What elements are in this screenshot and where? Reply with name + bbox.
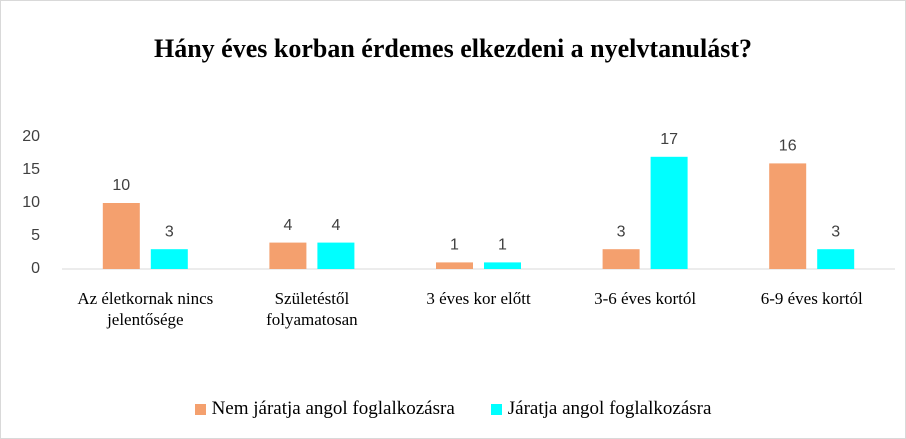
- data-label: 3: [617, 223, 626, 240]
- y-tick-label: 10: [22, 194, 40, 211]
- y-tick-label: 0: [31, 260, 40, 277]
- y-tick-label: 15: [22, 161, 40, 178]
- legend: Nem járatja angol foglalkozásra Járatja a…: [0, 398, 906, 420]
- legend-label: Nem járatja angol foglalkozásra: [211, 398, 455, 419]
- data-label: 1: [450, 237, 459, 254]
- data-label: 16: [779, 138, 797, 155]
- bar: [102, 203, 140, 269]
- bar: [436, 262, 473, 269]
- x-tick-label: 3-6 éves kortól: [594, 289, 697, 308]
- legend-item: Járatja angol foglalkozásra: [490, 398, 712, 420]
- bar: [317, 242, 355, 269]
- data-label: 4: [331, 217, 340, 234]
- data-label: 4: [283, 217, 292, 234]
- bar: [602, 249, 640, 269]
- data-label: 3: [831, 223, 840, 240]
- bar: [650, 156, 688, 269]
- bar: [769, 163, 807, 269]
- legend-item: Nem járatja angol foglalkozásra: [194, 398, 455, 420]
- x-tick-label: Az életkornak nincs jelentősége: [77, 289, 214, 329]
- bar: [150, 249, 188, 269]
- bar: [817, 249, 855, 269]
- data-label: 10: [112, 177, 130, 194]
- bar: [269, 242, 307, 269]
- data-label: 3: [165, 223, 174, 240]
- x-tick-label: 3 éves kor előtt: [426, 289, 531, 308]
- y-tick-label: 5: [31, 227, 40, 244]
- legend-label: Járatja angol foglalkozásra: [507, 398, 712, 419]
- chart-title: Hány éves korban érdemes elkezdeni a nye…: [154, 34, 752, 63]
- data-label: 17: [660, 131, 678, 148]
- legend-swatch: [490, 403, 502, 415]
- data-label: 1: [498, 237, 507, 254]
- x-tick-label: 6-9 éves kortól: [760, 289, 863, 308]
- y-tick-label: 20: [22, 128, 40, 145]
- bar: [484, 262, 521, 269]
- legend-swatch: [194, 403, 206, 415]
- x-tick-label: Születéstől folyamatosan: [266, 289, 358, 329]
